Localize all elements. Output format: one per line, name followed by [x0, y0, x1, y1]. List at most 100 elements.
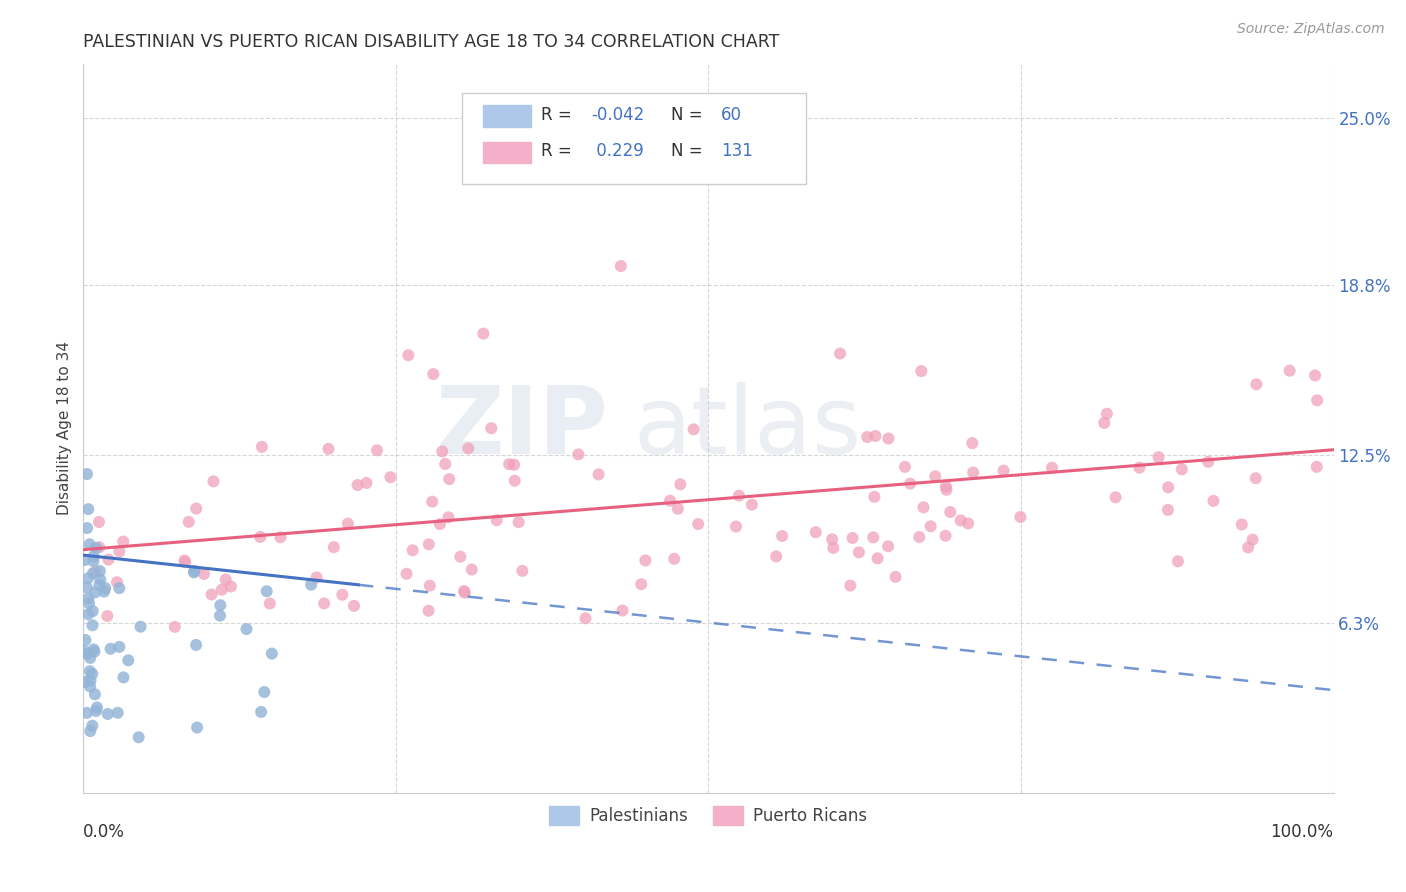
Point — [343, 599, 366, 613]
Point — [83, 642, 105, 657]
Point — [863, 490, 886, 504]
Point — [453, 584, 475, 599]
Point — [962, 436, 984, 450]
Point — [1095, 407, 1118, 421]
Point — [664, 552, 686, 566]
Point — [173, 553, 195, 567]
Point — [177, 515, 200, 529]
Point — [894, 459, 917, 474]
Text: PALESTINIAN VS PUERTO RICAN DISABILITY AGE 18 TO 34 CORRELATION CHART: PALESTINIAN VS PUERTO RICAN DISABILITY A… — [83, 33, 780, 51]
Point — [77, 607, 100, 622]
Point — [76, 647, 98, 661]
Point — [439, 472, 461, 486]
Bar — [484, 142, 531, 163]
Text: ZIP: ZIP — [436, 382, 609, 475]
Point — [728, 489, 751, 503]
Point — [630, 577, 652, 591]
Point — [612, 603, 634, 617]
Point — [84, 585, 107, 599]
Point — [1157, 480, 1180, 494]
Point — [105, 575, 128, 590]
Point — [962, 466, 984, 480]
Point — [666, 501, 689, 516]
Point — [73, 644, 96, 658]
Point — [174, 555, 197, 569]
Point — [865, 429, 887, 443]
Point — [1241, 533, 1264, 547]
Point — [84, 704, 107, 718]
Point — [935, 479, 957, 493]
Point — [898, 476, 921, 491]
Point — [939, 505, 962, 519]
Point — [418, 537, 440, 551]
Point — [659, 493, 682, 508]
Point — [380, 470, 402, 484]
Point — [1244, 471, 1267, 485]
Point — [79, 680, 101, 694]
Text: atlas: atlas — [633, 382, 862, 475]
Legend: Palestinians, Puerto Ricans: Palestinians, Puerto Ricans — [543, 799, 875, 832]
Point — [848, 545, 870, 559]
Point — [79, 537, 101, 551]
Point — [96, 609, 118, 624]
Point — [508, 515, 530, 529]
Point — [839, 579, 862, 593]
Point — [97, 552, 120, 566]
Point — [821, 533, 844, 547]
Point — [77, 571, 100, 585]
Point — [1306, 393, 1329, 408]
Point — [186, 501, 208, 516]
Point — [823, 541, 845, 555]
Point — [82, 618, 104, 632]
Point — [910, 364, 932, 378]
Point — [100, 641, 122, 656]
Point — [841, 531, 863, 545]
Point — [83, 645, 105, 659]
Point — [208, 608, 231, 623]
Point — [828, 346, 851, 360]
Point — [1157, 503, 1180, 517]
Point — [73, 553, 96, 567]
Text: 0.229: 0.229 — [591, 142, 644, 160]
Point — [76, 521, 98, 535]
Point — [1197, 455, 1219, 469]
Point — [163, 620, 186, 634]
Point — [89, 578, 111, 592]
Point — [93, 584, 115, 599]
Point — [82, 666, 104, 681]
Point — [498, 457, 520, 471]
Point — [512, 564, 534, 578]
Point — [79, 665, 101, 679]
Point — [76, 581, 98, 595]
Point — [503, 474, 526, 488]
Point — [219, 579, 242, 593]
Point — [770, 529, 793, 543]
Point — [89, 564, 111, 578]
Point — [877, 539, 900, 553]
Point — [318, 442, 340, 456]
Point — [82, 719, 104, 733]
Point — [610, 259, 633, 273]
Text: 0.0%: 0.0% — [83, 823, 125, 841]
Point — [184, 638, 207, 652]
Point — [79, 724, 101, 739]
Point — [669, 477, 692, 491]
Point — [215, 573, 238, 587]
Point — [866, 551, 889, 566]
Point — [94, 581, 117, 595]
Point — [75, 632, 97, 647]
Point — [299, 577, 322, 591]
Point — [422, 367, 444, 381]
Text: N =: N = — [671, 142, 707, 160]
Point — [449, 549, 471, 564]
Text: R =: R = — [541, 105, 576, 124]
Point — [336, 516, 359, 531]
Point — [117, 653, 139, 667]
Point — [1278, 364, 1301, 378]
Point — [724, 519, 747, 533]
Point — [250, 440, 273, 454]
Point — [1230, 517, 1253, 532]
Point — [1128, 460, 1150, 475]
Point — [89, 540, 111, 554]
Point — [108, 581, 131, 595]
